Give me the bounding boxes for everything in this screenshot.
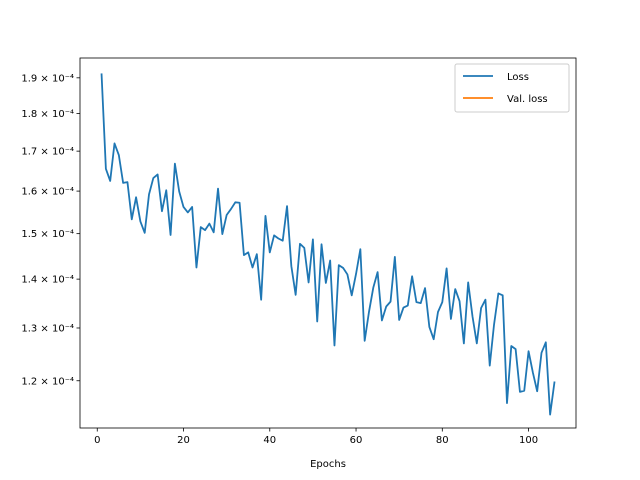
legend: Loss Val. loss xyxy=(454,63,570,113)
y-tick-label: 1.9 × 10⁻⁴ xyxy=(21,73,74,84)
y-tick-label: 1.8 × 10⁻⁴ xyxy=(21,109,74,120)
series-line-loss xyxy=(100,73,556,416)
series-layer xyxy=(100,73,556,416)
x-tick-label: 60 xyxy=(350,435,363,446)
legend-label-loss: Loss xyxy=(507,72,529,83)
y-tick-label: 1.3 × 10⁻⁴ xyxy=(21,323,74,334)
x-tick-label: 40 xyxy=(263,435,276,446)
y-tick-label: 1.4 × 10⁻⁴ xyxy=(21,275,74,286)
x-tick-label: 100 xyxy=(519,435,538,446)
y-axis-ticks: 1.2 × 10⁻⁴ 1.3 × 10⁻⁴ 1.4 × 10⁻⁴ 1.5 × 10⁻⁴… xyxy=(21,73,80,387)
legend-label-val-loss: Val. loss xyxy=(507,94,548,105)
x-tick-label: 0 xyxy=(94,435,100,446)
x-tick-label: 20 xyxy=(177,435,190,446)
x-axis-label: Epochs xyxy=(310,459,346,470)
y-tick-label: 1.5 × 10⁻⁴ xyxy=(21,229,74,240)
axes-frame xyxy=(79,57,577,429)
y-tick-label: 1.2 × 10⁻⁴ xyxy=(21,376,74,387)
y-tick-label: 1.6 × 10⁻⁴ xyxy=(21,187,74,198)
y-tick-label: 1.7 × 10⁻⁴ xyxy=(21,147,74,158)
x-tick-label: 80 xyxy=(436,435,449,446)
x-axis-ticks: 0 20 40 60 80 100 xyxy=(94,428,538,446)
